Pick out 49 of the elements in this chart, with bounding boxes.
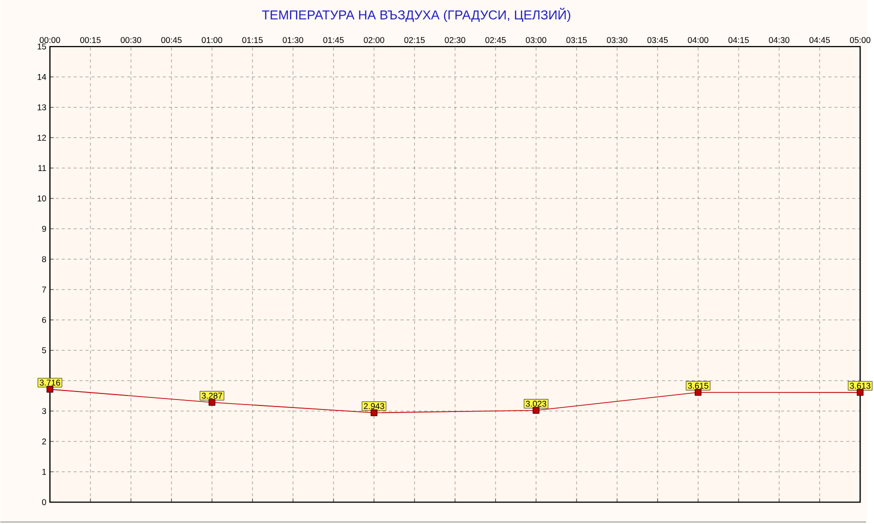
x-tick-label: 00:45 xyxy=(161,37,182,44)
point xyxy=(370,409,378,416)
point xyxy=(694,389,702,396)
point xyxy=(208,398,216,406)
y-tick-label: 8 xyxy=(42,256,46,262)
y-tick-label: 0 xyxy=(42,499,46,506)
x-tick-label: 01:30 xyxy=(282,37,304,44)
y-tick-label: 13 xyxy=(38,104,46,110)
y-tick-label: 11 xyxy=(38,165,46,171)
y-tick-label: 1 xyxy=(42,468,46,475)
x-tick-label: 03:15 xyxy=(566,37,587,44)
x-tick-label: 04:30 xyxy=(768,37,790,44)
x-tick-label: 02:30 xyxy=(444,37,466,44)
y-tick-label: 15 xyxy=(38,44,46,50)
x-tick-label: 04:15 xyxy=(728,37,749,44)
data-label: 3.287 xyxy=(202,392,222,399)
x-tick-label: 01:15 xyxy=(242,37,263,44)
x-tick-label: 03:45 xyxy=(647,37,668,44)
point xyxy=(532,407,540,414)
y-tick-label: 7 xyxy=(42,286,46,292)
x-tick-label: 05:00 xyxy=(850,37,870,44)
y-tick-label: 14 xyxy=(38,74,46,80)
y-tick-label: 2 xyxy=(42,438,46,444)
data-label: 3.023 xyxy=(526,400,546,407)
point xyxy=(46,386,54,393)
x-tick-label: 04:00 xyxy=(688,37,708,44)
x-tick-label: 00:15 xyxy=(80,37,101,44)
y-tick-label: 9 xyxy=(42,226,46,232)
data-label: 3.615 xyxy=(688,382,708,389)
x-tick-label: 02:00 xyxy=(364,37,384,44)
chart-title: ТЕМПЕРАТУРА НА ВЪЗДУХА (ГРАДУСИ, ЦЕЛЗИЙ) xyxy=(262,8,570,22)
y-tick-label: 10 xyxy=(38,195,46,202)
x-tick-label: 01:00 xyxy=(202,37,222,44)
x-tick-label: 03:30 xyxy=(606,37,628,44)
data-label: 2.943 xyxy=(364,403,384,410)
y-tick-label: 12 xyxy=(38,134,46,141)
x-tick-label: 01:45 xyxy=(323,37,344,44)
data-label: 3.613 xyxy=(850,382,870,389)
x-tick-label: 04:45 xyxy=(809,37,830,44)
y-tick-label: 5 xyxy=(42,347,46,354)
y-tick-label: 3 xyxy=(42,408,46,414)
point xyxy=(856,389,864,396)
x-tick-label: 03:00 xyxy=(526,37,546,44)
x-tick-label: 00:30 xyxy=(120,37,142,44)
y-tick-label: 6 xyxy=(42,316,46,323)
x-tick-label: 02:15 xyxy=(404,37,425,44)
x-tick-label: 00:00 xyxy=(40,37,60,44)
x-tick-label: 02:45 xyxy=(485,37,506,44)
data-label: 3.716 xyxy=(40,380,60,386)
